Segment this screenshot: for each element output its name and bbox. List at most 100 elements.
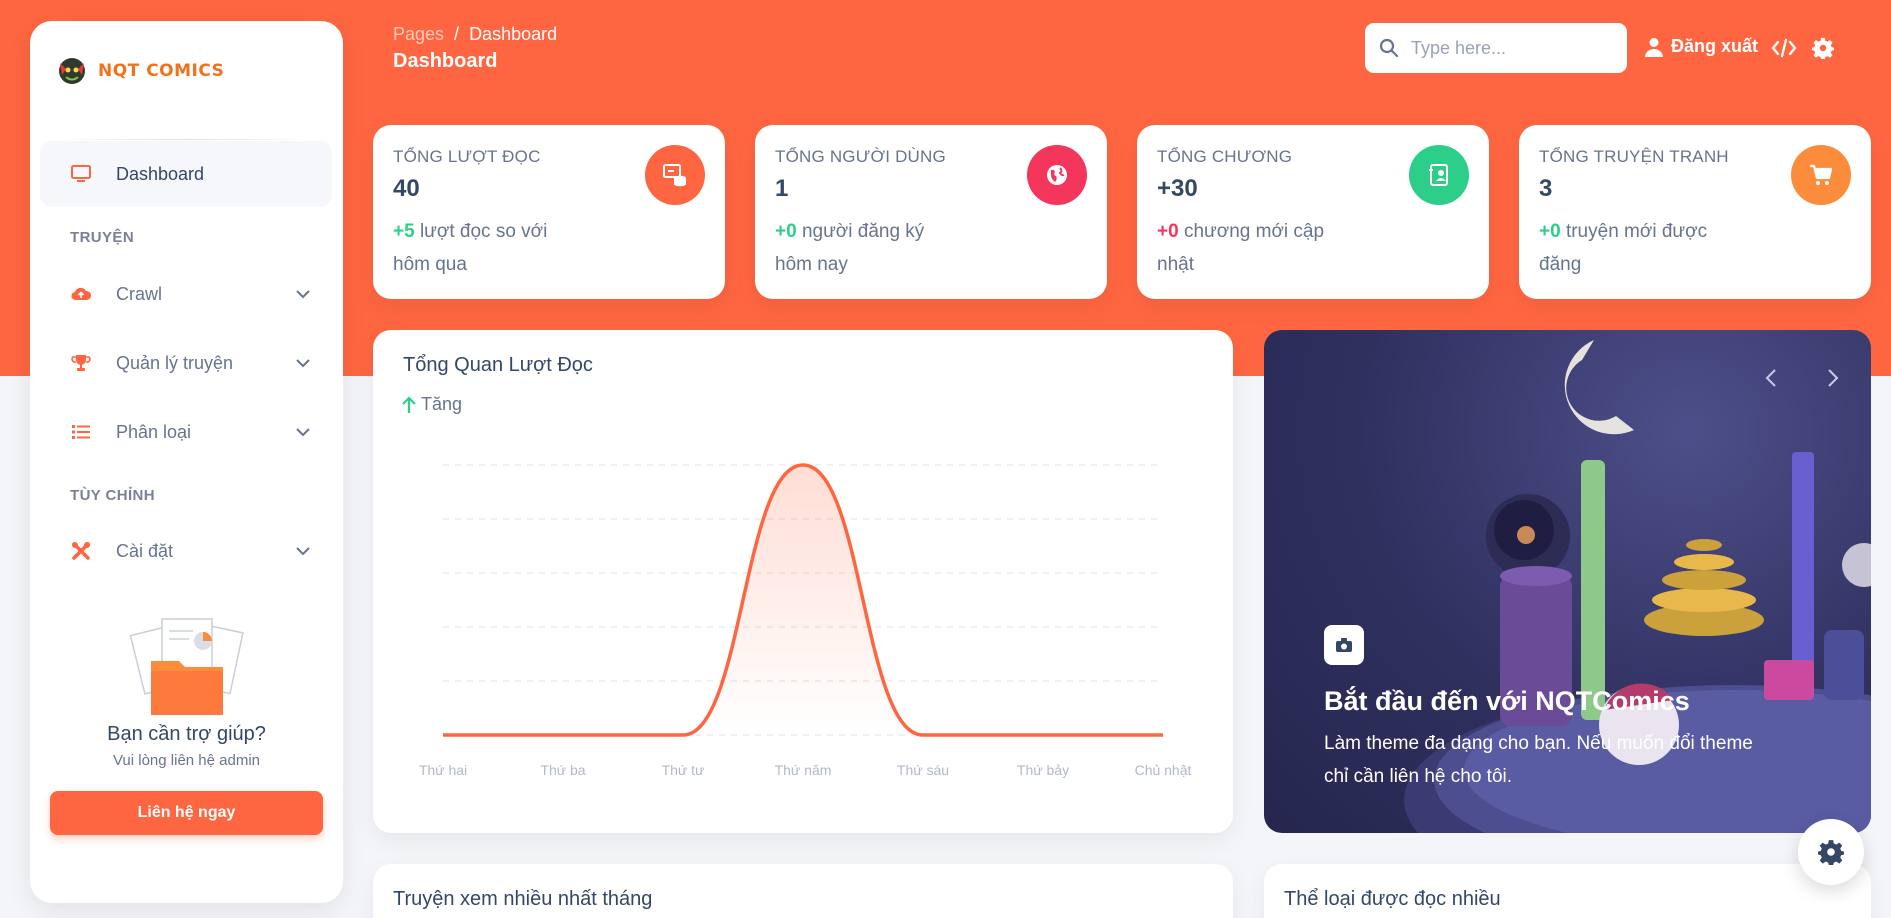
chart-series-line: [443, 463, 1163, 737]
line-chart: Thứ hai Thứ ba Thứ tư Thứ năm Thứ sáu Thứ bảy…: [419, 463, 1192, 778]
chevron-down-icon[interactable]: [294, 542, 312, 560]
stat-desc-text: chương mới cập nhật: [1157, 221, 1325, 275]
carousel-prev-icon[interactable]: [1760, 366, 1784, 390]
stat-delta: +0: [1157, 221, 1179, 242]
sidebar-item-phan-loai[interactable]: Phân loại: [40, 399, 332, 465]
trophy-icon: [70, 352, 92, 374]
stat-desc-text: người đăng ký hôm nay: [775, 221, 925, 275]
stat-value: 3: [1539, 175, 1553, 202]
chart-title: Tổng Quan Lượt Đọc: [403, 354, 593, 376]
promo-carousel[interactable]: Bắt đầu đến với NQTComics Làm theme đa d…: [1264, 330, 1871, 833]
reads-chart-card: Tổng Quan Lượt Đọc Tăng Thứ hai Thứ ba Thứ…: [373, 330, 1233, 833]
stat-value: 1: [775, 175, 789, 202]
stat-value: 40: [393, 175, 420, 202]
sidebar: NQT COMICS Dashboard TRUYỆN Crawl Quản l…: [30, 21, 343, 903]
top-comics-card: Truyện xem nhiều nhất tháng: [373, 864, 1233, 918]
top-comics-title: Truyện xem nhiều nhất tháng: [393, 888, 653, 910]
stat-title: TỔNG LƯỢT ĐỌC: [393, 147, 541, 166]
sidebar-item-cai-dat[interactable]: Cài đặt: [40, 518, 332, 584]
stat-description: +5 lượt đọc so với hôm qua: [393, 215, 573, 281]
sidebar-item-dashboard[interactable]: Dashboard: [40, 141, 332, 207]
stat-description: +0 người đăng ký hôm nay: [775, 215, 955, 281]
chart-trend-label: Tăng: [421, 394, 463, 414]
breadcrumb-current: Dashboard: [469, 24, 558, 44]
stat-title: TỔNG TRUYỆN TRANH: [1539, 147, 1729, 166]
top-genres-card: Thể loại được đọc nhiều: [1264, 864, 1871, 918]
stat-card-total-reads: TỔNG LƯỢT ĐỌC 40 +5 lượt đọc so với hôm …: [373, 125, 725, 299]
brand[interactable]: NQT COMICS: [54, 51, 224, 91]
camera-icon: [1324, 625, 1364, 665]
top-genres-title: Thể loại được đọc nhiều: [1284, 888, 1501, 910]
help-card: Bạn cần trợ giúp? Vui lòng liên hệ admin…: [50, 611, 323, 835]
help-subtitle: Vui lòng liên hệ admin: [112, 752, 261, 769]
cloud-upload-icon: [70, 283, 92, 305]
chart-x-tick-label: Thứ bảy: [1017, 762, 1069, 778]
section-title-tuy-chinh: TÙY CHỈNH: [70, 487, 155, 504]
brand-logo-icon: [59, 58, 85, 84]
monitor-icon: [70, 163, 92, 185]
breadcrumb: Pages / Dashboard: [393, 24, 557, 45]
sidebar-item-label: Cài đặt: [116, 540, 174, 561]
chart-x-tick-label: Thứ năm: [775, 762, 832, 778]
breadcrumb-root[interactable]: Pages: [393, 24, 445, 44]
contact-button[interactable]: Liên hệ ngay: [50, 791, 323, 835]
settings-fab[interactable]: [1798, 819, 1864, 885]
stat-delta: +0: [775, 221, 797, 242]
search-input[interactable]: [1411, 37, 1611, 59]
sidebar-item-quan-ly-truyen[interactable]: Quản lý truyện: [40, 330, 332, 396]
tools-icon: [70, 540, 92, 562]
chart-x-tick-label: Chủ nhật: [1135, 762, 1192, 778]
stat-desc-text: lượt đọc so với hôm qua: [393, 221, 548, 275]
search-box[interactable]: [1365, 23, 1627, 73]
chart-x-tick-label: Thứ hai: [419, 762, 467, 778]
logout-label: Đăng xuất: [1671, 36, 1759, 56]
sidebar-item-label: Phân loại: [116, 421, 192, 442]
chevron-down-icon[interactable]: [294, 423, 312, 441]
stat-description: +0 truyện mới được đăng: [1539, 215, 1719, 281]
coins-icon: [645, 145, 705, 205]
list-icon: [70, 421, 92, 443]
chevron-down-icon[interactable]: [294, 285, 312, 303]
breadcrumb-separator: /: [454, 24, 460, 44]
chevron-down-icon[interactable]: [294, 354, 312, 372]
code-icon[interactable]: [1771, 36, 1797, 60]
stat-title: TỔNG CHƯƠNG: [1157, 147, 1293, 166]
stat-desc-text: truyện mới được đăng: [1539, 221, 1708, 275]
chart-x-tick-label: Thứ tư: [662, 762, 705, 778]
stat-title: TỔNG NGƯỜI DÙNG: [775, 147, 946, 166]
document-user-icon: [1409, 145, 1469, 205]
sidebar-item-label: Crawl: [116, 283, 163, 304]
stat-delta: +0: [1539, 221, 1561, 242]
divider: [54, 139, 319, 140]
carousel-title: Bắt đầu đến với NQTComics: [1324, 686, 1690, 716]
search-icon: [1379, 38, 1399, 58]
carousel-text: Làm theme đa dạng cho bạn. Nếu muốn đổi …: [1324, 733, 1753, 787]
chart-x-tick-label: Thứ ba: [540, 762, 585, 778]
carousel-illustration: [1404, 340, 1871, 833]
stat-delta: +5: [393, 221, 415, 242]
brand-name: NQT COMICS: [98, 61, 225, 81]
globe-icon: [1027, 145, 1087, 205]
stat-value: +30: [1157, 175, 1198, 202]
chart-trend: Tăng: [401, 394, 462, 415]
arrow-up-icon: [402, 395, 416, 413]
user-icon: [1645, 37, 1663, 57]
stat-card-total-comics: TỔNG TRUYỆN TRANH 3 +0 truyện mới được đ…: [1519, 125, 1871, 299]
section-title-truyen: TRUYỆN: [70, 229, 135, 246]
carousel-next-icon[interactable]: [1820, 366, 1844, 390]
stat-card-total-chapters: TỔNG CHƯƠNG +30 +0 chương mới cập nhật: [1137, 125, 1489, 299]
chart-area: [443, 465, 1163, 735]
folder-documents-icon: [129, 618, 244, 715]
cart-icon: [1791, 145, 1851, 205]
sidebar-item-label: Dashboard: [116, 163, 205, 184]
stat-card-total-users: TỔNG NGƯỜI DÙNG 1 +0 người đăng ký hôm n…: [755, 125, 1107, 299]
stat-description: +0 chương mới cập nhật: [1157, 215, 1337, 281]
gear-icon[interactable]: [1812, 37, 1834, 59]
chart-x-tick-label: Thứ sáu: [897, 762, 949, 778]
page-title: Dashboard: [393, 50, 498, 72]
sidebar-item-label: Quản lý truyện: [116, 352, 234, 373]
sidebar-item-crawl[interactable]: Crawl: [40, 261, 332, 327]
logout-button[interactable]: Đăng xuất: [1645, 36, 1758, 57]
help-title: Bạn cần trợ giúp?: [107, 723, 266, 745]
gear-icon: [1818, 840, 1844, 865]
